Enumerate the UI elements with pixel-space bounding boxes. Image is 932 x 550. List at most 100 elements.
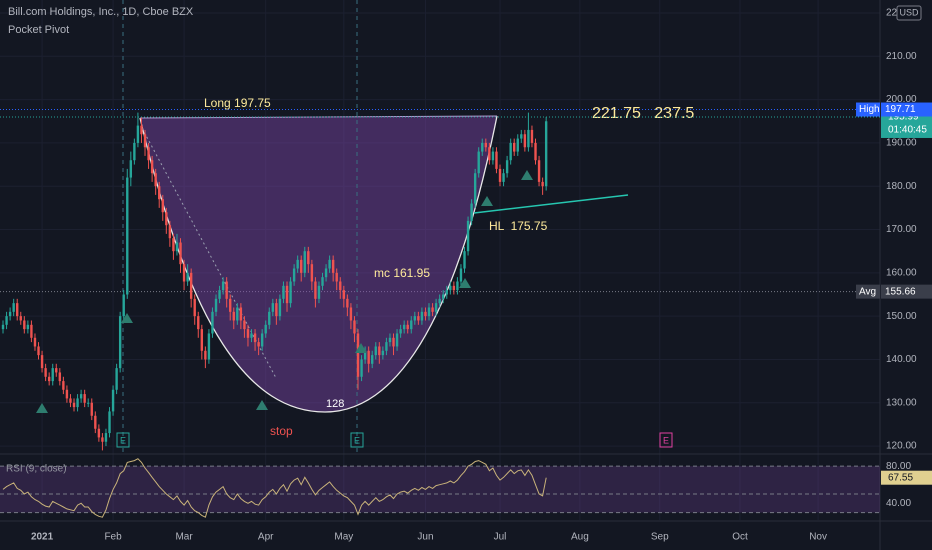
candle-body [353,320,356,334]
candle-body [211,311,214,334]
candle-body [140,125,143,135]
candle-body [456,281,459,291]
candle-body [289,281,292,304]
candle-body [200,329,204,351]
earnings-box [659,432,673,448]
candles [1,112,548,451]
candle-body [264,324,267,334]
candle-body [434,303,438,312]
x-tick-label: Feb [104,532,122,543]
y-tick-label: 180.00 [886,181,917,192]
candle-body [324,268,328,278]
candle-body [406,324,409,330]
x-tick-label: Mar [175,532,193,543]
candle-body [37,346,40,356]
earnings-label: E [663,435,669,445]
candle-body [431,307,434,312]
candle-body [296,259,299,269]
candle-body [175,242,179,252]
candle-body [317,285,321,299]
candle-body [300,259,303,273]
candle-body [303,251,306,273]
candle-body [371,355,374,364]
candle-body [438,298,441,304]
pivot-marker [121,313,133,323]
y-tick-label: 140.00 [886,354,917,365]
candle-body [229,298,232,312]
candle-body [385,342,388,351]
y-tick-label: 200.00 [886,94,917,105]
candle-body [143,134,147,148]
candle-body [33,337,37,347]
candle-body [83,394,86,403]
x-tick-label: Jun [417,532,433,543]
annotation: 221.75 237.5 [592,105,694,122]
candle-body [509,142,512,161]
x-tick-label: Nov [809,532,827,543]
candle-body [349,307,353,321]
candle-body [488,147,491,161]
annotation: 128 [326,398,344,410]
candle-body [328,259,331,269]
candle-body [527,129,530,148]
candle-body [65,389,69,399]
pivot-marker [355,343,367,353]
candle-body [204,350,207,360]
candle-body [118,316,122,369]
candle-body [136,125,140,143]
x-tick-label: Apr [258,532,274,543]
countdown: 01:40:45 [888,125,927,136]
ref-value-box [881,102,932,117]
candle-body [12,303,15,312]
rsi-tick-label: 80.00 [886,461,911,472]
candle-body [189,272,193,299]
candle-body [363,350,367,360]
cup-fill [140,116,497,412]
candle-body [172,238,175,252]
candle-body [285,285,289,304]
currency: USD [899,7,919,17]
candle-body [246,329,250,338]
candle-body [513,142,516,152]
rsi-tick-label: 40.00 [886,498,911,509]
candle-body [221,281,225,291]
candle-body [214,298,218,312]
candle-body [150,160,154,174]
candle-body [179,242,182,265]
candle-body [427,307,431,317]
candle-body [310,264,314,282]
y-tick-label: 22 [886,8,898,19]
candle-body [516,138,519,152]
x-tick-label: May [334,532,353,543]
candle-body [232,311,235,321]
candle-body [275,303,278,317]
ref-name: High [859,104,880,115]
candle-body [23,320,26,330]
rsi-last-label: 67.55 [888,472,913,483]
candle-body [360,359,363,377]
candle-body [424,311,427,317]
candle-body [97,428,101,438]
last-price: 195.99 [888,112,919,123]
ref-value: 197.71 [885,104,916,115]
candle-body [523,134,527,148]
candle-body [115,368,118,390]
x-tick-label: Aug [571,532,589,543]
candle-body [154,173,157,187]
trend-line [473,194,629,214]
candle-body [257,342,260,347]
annotation: Long 197.75 [204,96,271,110]
candle-body [459,268,463,282]
y-tick-label: 150.00 [886,311,917,322]
y-tick-label: 190.00 [886,138,917,149]
pivot-marker [36,403,48,413]
indicator-name: Pocket Pivot [8,24,69,36]
pivot-marker [481,196,493,206]
candle-body [544,121,548,187]
candle-body [16,303,19,317]
candle-body [1,324,5,330]
candle-body [5,316,8,325]
candle-body [193,298,196,317]
candle-body [197,316,200,330]
